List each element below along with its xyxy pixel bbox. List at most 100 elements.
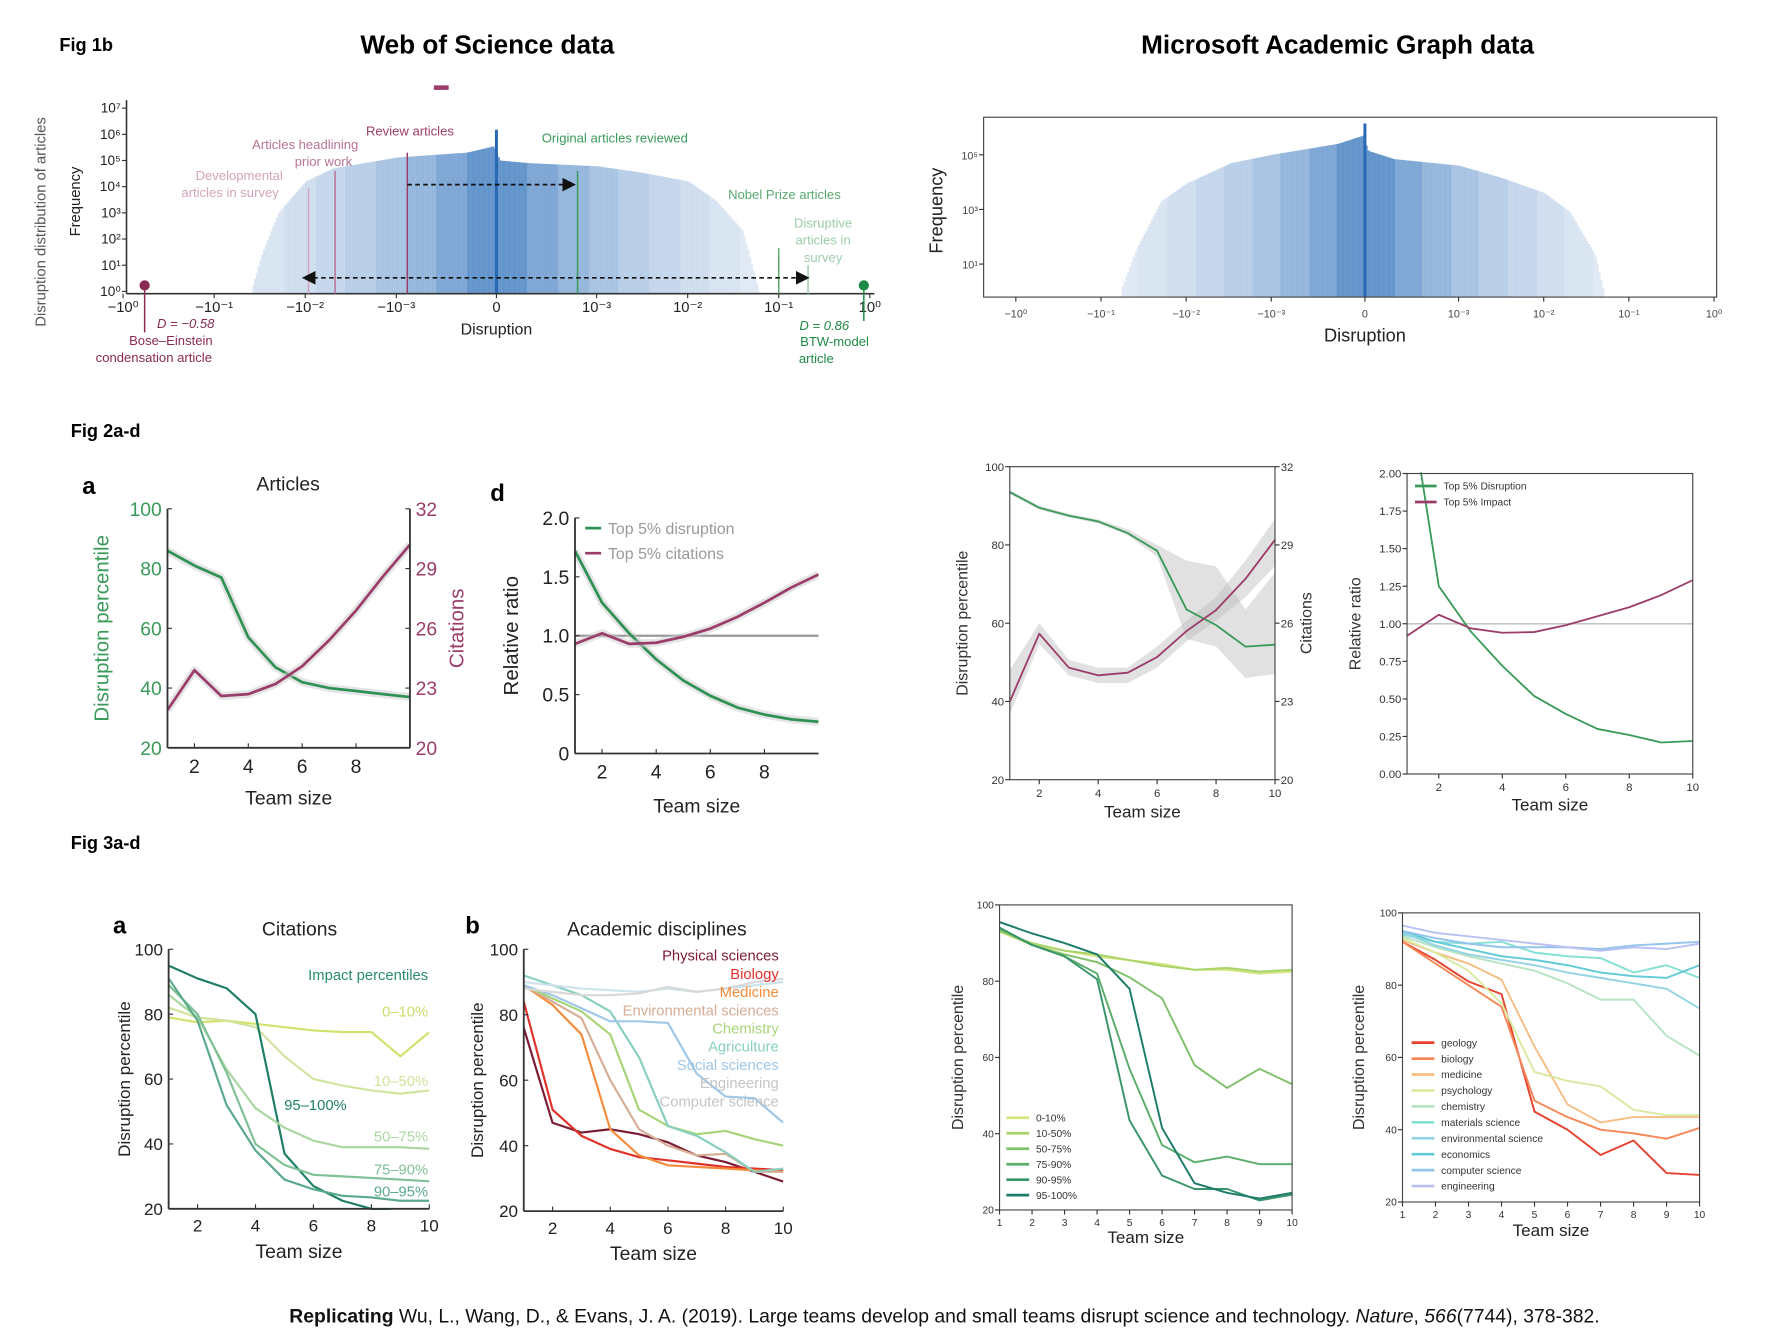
histogram-bar — [732, 220, 735, 294]
histogram-bar — [665, 177, 668, 294]
histogram-bar — [1347, 140, 1350, 298]
histogram-bar — [1243, 160, 1246, 298]
y-tick-label: 40 — [982, 1129, 994, 1140]
series-line-environmental-science — [1402, 931, 1700, 1010]
x-axis-label: Team size — [255, 1241, 342, 1263]
histogram-bar — [1229, 163, 1232, 298]
histogram-bar — [1127, 271, 1130, 298]
histogram-bar — [651, 174, 653, 294]
histogram-bar — [465, 152, 468, 294]
histogram-bar — [1263, 156, 1266, 298]
histogram-bar — [1495, 176, 1497, 298]
histogram-bar — [1272, 154, 1275, 298]
histogram-bar — [478, 149, 480, 294]
histogram-bar — [290, 198, 293, 294]
histogram-bar — [1167, 196, 1170, 298]
histogram-bar — [1491, 175, 1494, 298]
histogram-bar — [1467, 168, 1470, 298]
histogram-bar — [554, 164, 557, 294]
histogram-bar — [447, 154, 449, 294]
x-tick-label: 6 — [1565, 1210, 1571, 1221]
histogram-bar — [1365, 145, 1368, 298]
histogram-bar — [1520, 184, 1523, 298]
y2-tick-label: 23 — [416, 678, 438, 700]
x-tick-label: 2 — [1036, 788, 1042, 800]
y-axis-label: Relative ratio — [1347, 577, 1364, 670]
y-axis-label: Frequency — [927, 167, 947, 254]
histogram-bar — [680, 179, 683, 294]
series-line-top-5-impact — [1407, 579, 1693, 637]
annotation-label: articles in survey — [181, 185, 279, 200]
histogram-bar — [1442, 164, 1445, 298]
histogram-bar — [518, 162, 521, 294]
histogram-bar — [294, 194, 296, 294]
y-tick-label: 10⁵ — [961, 150, 978, 162]
legend-label: engineering — [1441, 1182, 1495, 1193]
histogram-bar — [569, 165, 571, 294]
series-line-10-50- — [168, 1006, 430, 1095]
histogram-bar — [705, 193, 708, 294]
x-axis-label: Team size — [1107, 1228, 1184, 1247]
histogram-bar — [392, 158, 395, 294]
histogram-bar — [1199, 176, 1202, 298]
histogram-bar — [618, 169, 621, 294]
y-tick-label: 10⁷ — [101, 101, 121, 116]
caption-journal: Nature — [1355, 1306, 1413, 1328]
histogram-bar — [492, 146, 495, 294]
y-tick-label: 80 — [144, 1005, 163, 1024]
histogram-bar — [498, 157, 500, 294]
histogram-bar — [1360, 136, 1363, 298]
histogram-bar — [702, 191, 704, 294]
x-tick-label: 9 — [1664, 1210, 1670, 1221]
histogram-bar — [297, 189, 300, 294]
y2-tick-label: 26 — [416, 618, 438, 640]
x-tick-label: 2 — [1433, 1210, 1439, 1221]
histogram-bar — [753, 270, 755, 294]
x-tick-label: 4 — [651, 762, 662, 784]
histogram-bar — [632, 171, 635, 294]
legend-label: 0–10% — [382, 1004, 428, 1020]
histogram-bar — [361, 163, 364, 294]
histogram-bar — [397, 157, 400, 294]
histogram-bar — [703, 192, 706, 294]
histogram-bar — [339, 167, 342, 294]
histogram-bar — [747, 250, 750, 294]
y-tick-label: 60 — [499, 1071, 518, 1090]
x-tick-label: 1 — [1400, 1210, 1406, 1221]
histogram-bar — [321, 173, 324, 294]
y-tick-label: 40 — [140, 678, 162, 700]
histogram-bar — [1558, 204, 1561, 298]
histogram-bar — [1247, 159, 1250, 298]
y-tick-label: 10³ — [962, 205, 978, 217]
histogram-bar — [749, 257, 752, 294]
series-line-biology — [1402, 940, 1700, 1140]
histogram-bar — [1134, 252, 1137, 298]
histogram-bar — [612, 168, 615, 294]
histogram-bar — [1582, 234, 1585, 298]
histogram-bar — [1267, 155, 1270, 298]
x-tick-label: 0 — [1362, 309, 1368, 321]
histogram-bar — [301, 185, 304, 294]
histogram-bar — [317, 175, 320, 294]
y2-axis-label: Citations — [1298, 592, 1315, 654]
plot-area — [168, 964, 430, 1210]
histogram-bar — [1525, 186, 1528, 298]
histogram-bar — [1147, 227, 1150, 298]
histogram-bar — [1597, 264, 1599, 298]
histogram-bar — [365, 162, 368, 294]
x-tick-label: −10⁻³ — [1257, 309, 1285, 321]
histogram-bar — [419, 155, 422, 294]
x-tick-label: 8 — [759, 762, 770, 784]
annotation-label: articles in — [795, 233, 850, 248]
legend-label: medicine — [1441, 1070, 1482, 1081]
histogram-bar — [754, 277, 757, 294]
series-line-psychology — [1402, 937, 1700, 1117]
histogram-bar — [341, 166, 344, 294]
histogram-bar — [1524, 186, 1527, 298]
histogram-bar — [1385, 156, 1388, 298]
histogram-bar — [1214, 170, 1217, 298]
histogram-bar — [1482, 172, 1485, 298]
histogram-bar — [1447, 164, 1450, 298]
histogram-bar — [263, 249, 266, 294]
x-tick-label: 2 — [1436, 782, 1442, 794]
